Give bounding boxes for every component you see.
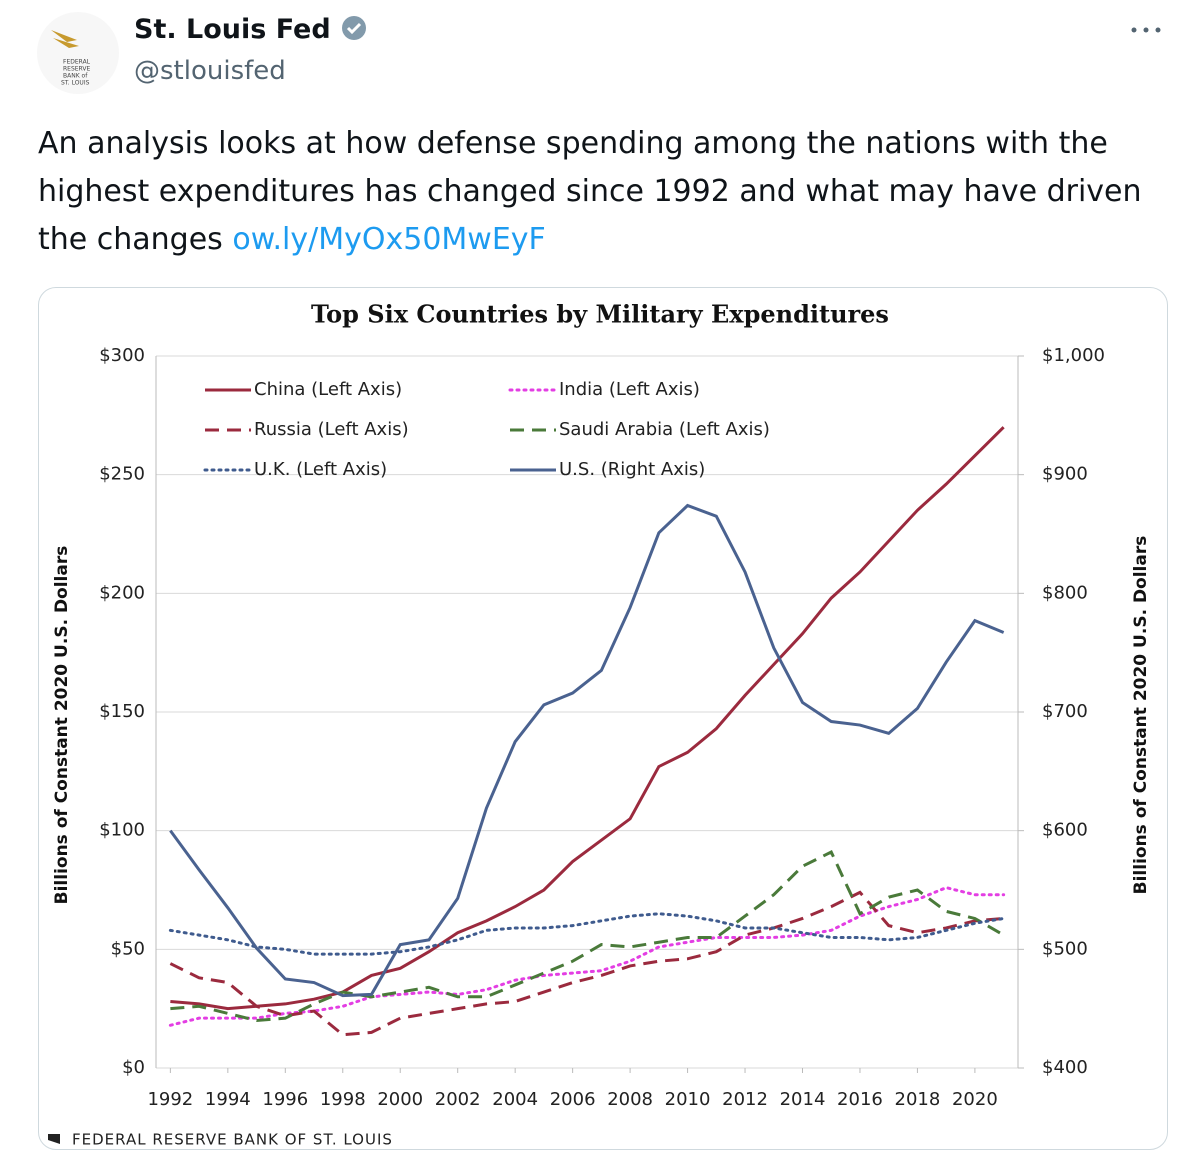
more-menu[interactable] [1126,22,1166,38]
y-tick-label: $0 [122,1057,145,1078]
author-name[interactable]: St. Louis Fed [134,14,368,45]
line-series [168,912,1006,956]
logo-text: RESERVE [63,66,91,73]
logo-text: BANK of [63,73,88,80]
y2-tick-label: $700 [1042,701,1088,722]
logo-text: ST. LOUIS [61,80,90,87]
y2-tick-label: $400 [1042,1057,1088,1078]
y-tick-label: $300 [99,345,145,366]
footer: FEDERAL RESERVE BANK OF ST. LOUIS [72,1131,393,1149]
chart-title: Top Six Countries by Military Expenditur… [311,300,889,329]
legend-label: Saudi Arabia (Left Axis) [559,419,770,440]
name-text: St. Louis Fed [134,14,331,45]
y-tick-label: $200 [99,582,145,603]
x-tick-label: 2012 [722,1089,768,1110]
y2-tick-label: $600 [1042,820,1088,841]
x-tick-label: 1998 [320,1089,366,1110]
legend-label: India (Left Axis) [559,379,700,400]
line-series [168,886,1006,1027]
logo-text: FEDERAL [63,59,91,66]
y-tick-label: $250 [99,464,145,485]
x-tick-label: 2008 [607,1089,653,1110]
x-tick-label: 1996 [262,1089,308,1110]
x-tick-label: 2010 [665,1089,711,1110]
y-axis-label: Billions of Constant 2020 U.S. Dollars [52,546,72,905]
x-tick-label: 2006 [550,1089,596,1110]
avatar[interactable]: FEDERAL RESERVE BANK of ST. LOUIS [37,12,119,94]
legend-label: Russia (Left Axis) [254,419,409,440]
chart: Top Six Countries by Military Expenditur… [48,300,1151,1149]
x-tick-label: 2000 [377,1089,423,1110]
y2-tick-label: $1,000 [1042,345,1105,366]
x-tick-label: 2014 [780,1089,826,1110]
author-handle[interactable]: @stlouisfed [134,56,286,86]
y-tick-label: $50 [111,938,145,959]
line-series [170,426,1005,1011]
media-card[interactable]: Top Six Countries by Military Expenditur… [38,287,1168,1150]
legend-label: U.K. (Left Axis) [254,459,387,480]
logo: FEDERAL RESERVE BANK of ST. LOUIS [51,30,91,87]
legend-label: U.S. (Right Axis) [559,459,705,480]
y2-tick-label: $800 [1042,582,1088,603]
y2-tick-label: $500 [1042,938,1088,959]
x-tick-label: 1994 [205,1089,251,1110]
y-tick-label: $100 [99,820,145,841]
y2-axis-label: Billions of Constant 2020 U.S. Dollars [1131,536,1151,895]
x-tick-label: 2020 [952,1089,998,1110]
tweet-body: An analysis looks at how defense spendin… [38,126,1142,257]
tweet-link[interactable]: ow.ly/MyOx50MwEyF [232,222,546,257]
x-tick-label: 1992 [147,1089,193,1110]
line-series [169,890,1004,1037]
x-tick-label: 2018 [895,1089,941,1110]
line-series [170,850,1005,1023]
y2-tick-label: $900 [1042,464,1088,485]
x-tick-label: 2016 [837,1089,883,1110]
footer-icon [48,1134,60,1144]
legend-label: China (Left Axis) [254,379,402,400]
line-series [169,503,1005,998]
x-tick-label: 2002 [435,1089,481,1110]
tweet-text: An analysis looks at how defense spendin… [38,120,1168,264]
y-tick-label: $150 [99,701,145,722]
x-tick-label: 2004 [492,1089,538,1110]
verified-badge [342,16,367,40]
